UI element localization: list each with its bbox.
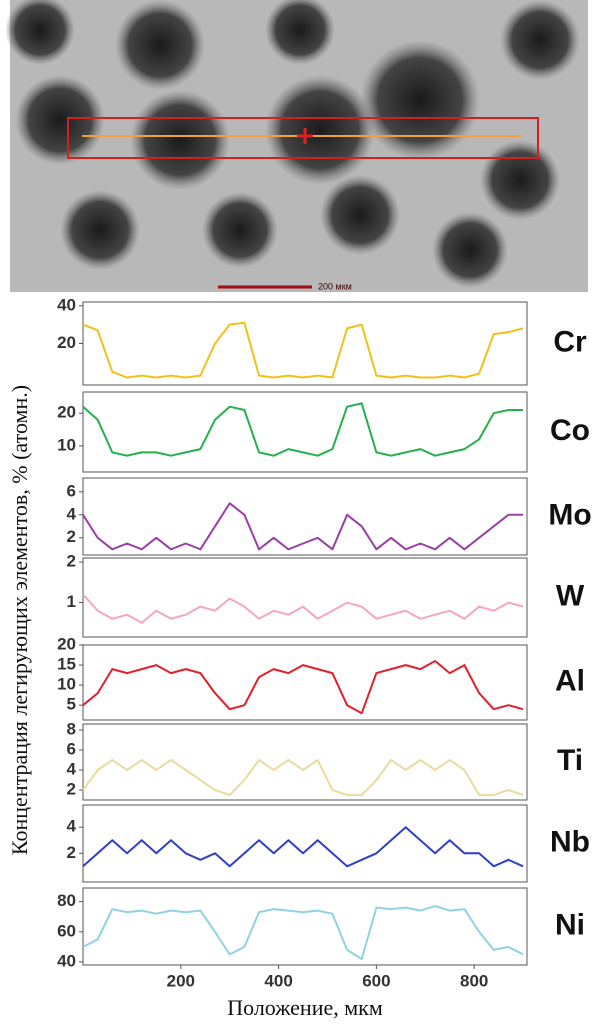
y-tick-label: 2: [67, 843, 76, 862]
plot-frame: [82, 644, 528, 721]
y-tick-label: 8: [67, 719, 76, 738]
profile-line: [82, 759, 524, 796]
y-tick-label: 60: [57, 921, 76, 940]
plot-frame: [82, 723, 528, 801]
y-tick-label: 10: [57, 435, 76, 454]
y-tick-label: 4: [67, 504, 77, 523]
profile-line: [82, 502, 524, 551]
element-label: Ti: [557, 744, 583, 777]
y-axis-label: Концентрация легирующих элементов, % (ат…: [7, 385, 32, 855]
y-tick-label: 2: [67, 552, 76, 571]
plot-frame: [82, 804, 528, 883]
element-label: W: [556, 579, 585, 612]
y-tick-label: 20: [57, 634, 76, 653]
element-label: Nb: [550, 825, 590, 858]
y-tick-label: 4: [67, 759, 77, 778]
y-tick-label: 1: [67, 592, 76, 611]
y-tick-label: 20: [57, 333, 76, 352]
y-tick-label: 80: [57, 891, 76, 910]
profile-line: [82, 593, 524, 624]
y-tick-label: 6: [67, 739, 76, 758]
plot-frame: [82, 887, 528, 966]
sem-image: 200 мкм: [5, 0, 588, 292]
element-label: Mo: [548, 498, 591, 531]
x-tick-label: 600: [362, 971, 390, 990]
y-tick-label: 4: [67, 817, 77, 836]
profile-line: [82, 905, 524, 960]
y-tick-label: 40: [57, 951, 76, 970]
element-label: Co: [550, 414, 590, 447]
x-tick-label: 200: [167, 971, 195, 990]
y-tick-label: 10: [57, 675, 76, 694]
profile-line: [82, 321, 524, 379]
plot-frame: [82, 557, 528, 638]
y-tick-label: 20: [57, 403, 76, 422]
y-tick-label: 15: [57, 655, 76, 674]
profile-line: [82, 402, 524, 457]
x-axis-label: Положение, мкм: [227, 995, 383, 1020]
y-tick-label: 40: [57, 295, 76, 314]
plot-frame: [82, 301, 528, 386]
element-label: Cr: [553, 325, 587, 358]
y-tick-label: 6: [67, 481, 76, 500]
element-label: Ni: [555, 908, 585, 941]
x-tick-label: 800: [460, 971, 488, 990]
y-tick-label: 2: [67, 779, 76, 798]
y-tick-label: 2: [67, 527, 76, 546]
profile-line: [82, 660, 524, 715]
x-tick-label: 400: [264, 971, 292, 990]
plot-frame: [82, 391, 528, 473]
profile-line: [82, 826, 524, 868]
scale-bar-label: 200 мкм: [318, 281, 352, 291]
element-label: Al: [555, 664, 585, 697]
y-tick-label: 5: [67, 695, 76, 714]
